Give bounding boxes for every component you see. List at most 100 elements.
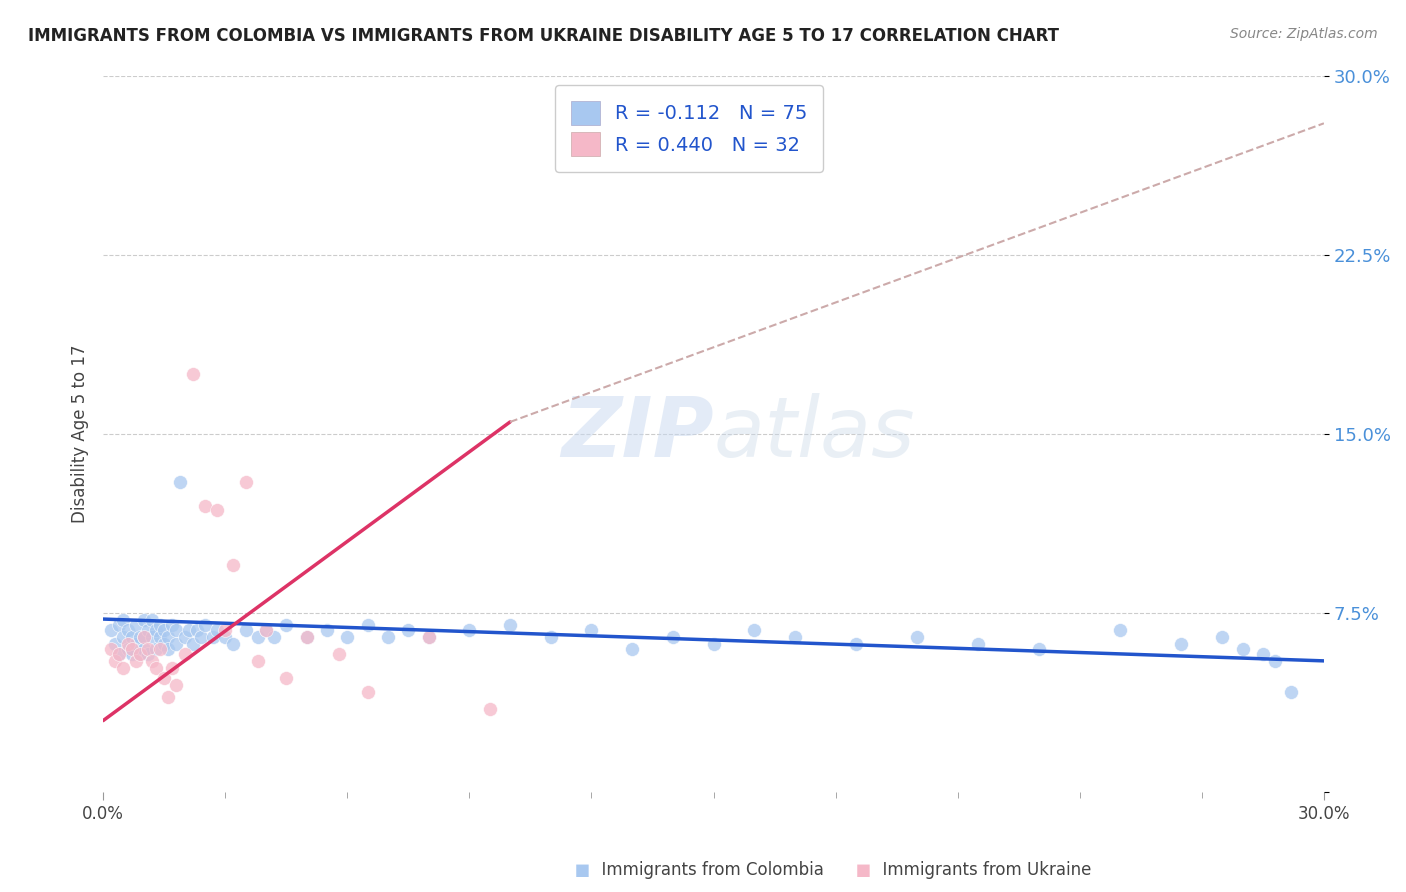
- Point: [108, 618, 131, 632]
- Point: [254, 623, 277, 637]
- Point: [194, 499, 217, 513]
- Legend: R = -0.112   N = 75, R = 0.440   N = 32: R = -0.112 N = 75, R = 0.440 N = 32: [555, 86, 823, 171]
- Point: [173, 630, 195, 644]
- Point: [132, 642, 155, 657]
- Point: [1211, 630, 1233, 644]
- Point: [276, 618, 298, 632]
- Text: ▪: ▪: [855, 858, 872, 881]
- Point: [149, 642, 172, 657]
- Point: [165, 678, 187, 692]
- Point: [104, 654, 127, 668]
- Point: [845, 637, 868, 651]
- Point: [458, 623, 481, 637]
- Text: atlas: atlas: [713, 393, 915, 475]
- Point: [621, 642, 644, 657]
- Point: [205, 503, 228, 517]
- Point: [136, 623, 159, 637]
- Point: [905, 630, 928, 644]
- Point: [254, 623, 277, 637]
- Text: IMMIGRANTS FROM COLOMBIA VS IMMIGRANTS FROM UKRAINE DISABILITY AGE 5 TO 17 CORRE: IMMIGRANTS FROM COLOMBIA VS IMMIGRANTS F…: [28, 27, 1059, 45]
- Text: ▪: ▪: [574, 858, 591, 881]
- Point: [132, 630, 155, 644]
- Point: [153, 637, 176, 651]
- Point: [132, 630, 155, 644]
- Point: [162, 618, 184, 632]
- Point: [100, 623, 122, 637]
- Point: [125, 618, 148, 632]
- Point: [149, 618, 172, 632]
- Point: [662, 630, 685, 644]
- Point: [157, 642, 180, 657]
- Point: [702, 637, 724, 651]
- Point: [112, 630, 135, 644]
- Point: [967, 637, 990, 651]
- Text: Immigrants from Ukraine: Immigrants from Ukraine: [872, 861, 1091, 879]
- Point: [141, 630, 163, 644]
- Point: [214, 630, 236, 644]
- Point: [112, 661, 135, 675]
- Point: [136, 647, 159, 661]
- Point: [117, 623, 139, 637]
- Point: [263, 630, 285, 644]
- Point: [190, 630, 212, 644]
- Point: [1264, 654, 1286, 668]
- Point: [540, 630, 562, 644]
- Point: [478, 701, 501, 715]
- Point: [141, 654, 163, 668]
- Point: [201, 630, 224, 644]
- Point: [145, 642, 167, 657]
- Point: [246, 630, 269, 644]
- Point: [145, 623, 167, 637]
- Point: [165, 623, 187, 637]
- Point: [128, 630, 150, 644]
- Point: [108, 647, 131, 661]
- Point: [295, 630, 318, 644]
- Point: [396, 623, 419, 637]
- Point: [149, 630, 172, 644]
- Point: [177, 623, 200, 637]
- Point: [336, 630, 359, 644]
- Point: [377, 630, 399, 644]
- Point: [125, 637, 148, 651]
- Point: [125, 654, 148, 668]
- Point: [356, 618, 378, 632]
- Point: [214, 623, 236, 637]
- Point: [104, 637, 127, 651]
- Point: [141, 613, 163, 627]
- Point: [186, 623, 208, 637]
- Point: [153, 623, 176, 637]
- Point: [499, 618, 522, 632]
- Point: [783, 630, 806, 644]
- Point: [121, 630, 143, 644]
- Text: Immigrants from Colombia: Immigrants from Colombia: [591, 861, 824, 879]
- Point: [121, 642, 143, 657]
- Point: [153, 671, 176, 685]
- Point: [581, 623, 603, 637]
- Point: [1251, 647, 1274, 661]
- Point: [328, 647, 350, 661]
- Point: [117, 642, 139, 657]
- Point: [162, 661, 184, 675]
- Point: [112, 613, 135, 627]
- Text: ZIP: ZIP: [561, 393, 713, 475]
- Point: [1028, 642, 1050, 657]
- Point: [169, 475, 191, 489]
- Point: [100, 642, 122, 657]
- Point: [1170, 637, 1192, 651]
- Point: [418, 630, 440, 644]
- Point: [1279, 685, 1302, 699]
- Point: [165, 637, 187, 651]
- Point: [418, 630, 440, 644]
- Point: [742, 623, 765, 637]
- Point: [235, 623, 257, 637]
- Point: [132, 613, 155, 627]
- Point: [194, 618, 217, 632]
- Point: [128, 647, 150, 661]
- Point: [295, 630, 318, 644]
- Point: [246, 654, 269, 668]
- Point: [108, 647, 131, 661]
- Point: [222, 637, 245, 651]
- Point: [117, 637, 139, 651]
- Point: [316, 623, 339, 637]
- Point: [181, 367, 204, 381]
